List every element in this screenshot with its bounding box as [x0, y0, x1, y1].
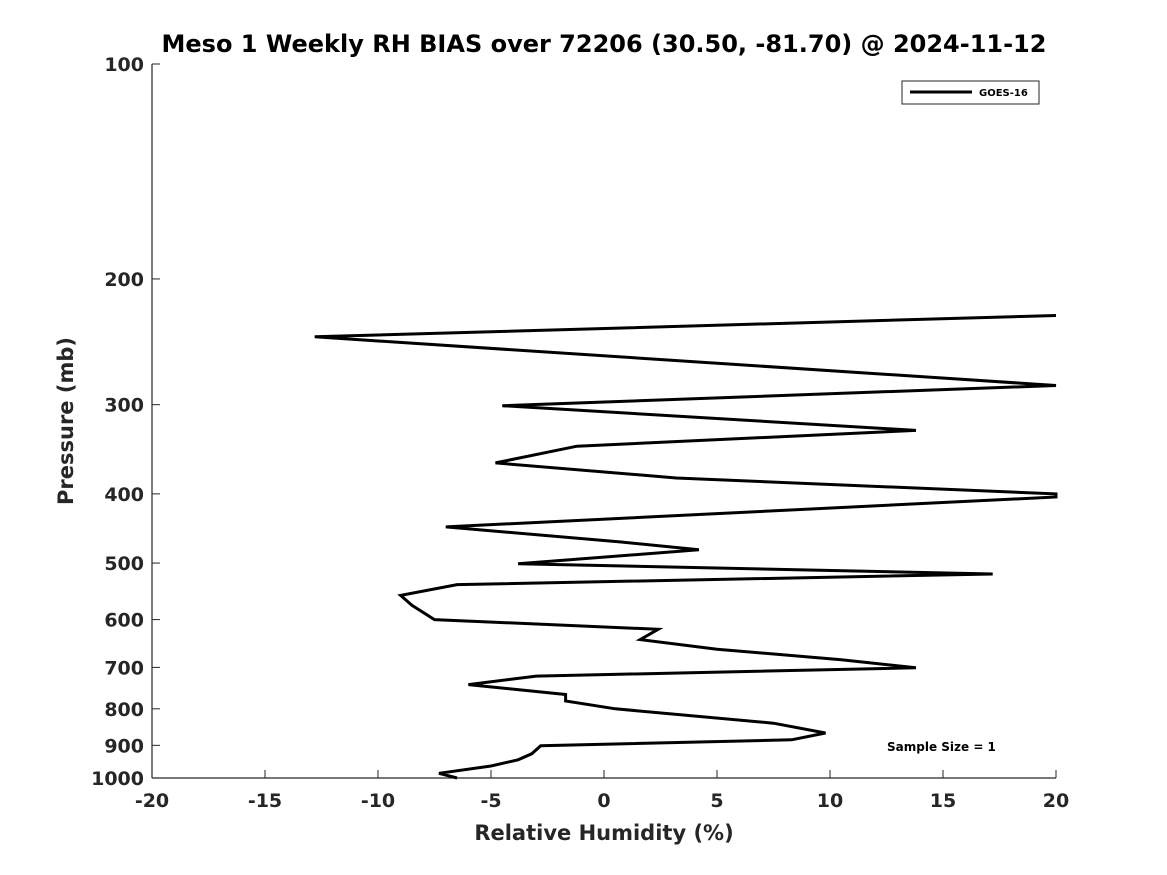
x-tick-label: 0: [597, 790, 610, 812]
x-tick-label: 20: [1043, 790, 1069, 812]
chart-title: Meso 1 Weekly RH BIAS over 72206 (30.50,…: [162, 30, 1047, 58]
x-tick-label: 15: [930, 790, 956, 812]
sample-size-annotation: Sample Size = 1: [887, 740, 996, 754]
y-tick-label: 500: [104, 553, 144, 575]
y-tick-label: 600: [104, 610, 144, 632]
x-tick-label: 5: [710, 790, 723, 812]
legend-label: GOES-16: [979, 88, 1028, 99]
y-ticks: 100 200 300 400 500 600 700 800 900 1000: [91, 54, 160, 790]
y-axis-label: Pressure (mb): [54, 337, 78, 505]
y-tick-label: 900: [104, 735, 144, 757]
x-tick-label: -15: [248, 790, 282, 812]
x-axis-label: Relative Humidity (%): [474, 821, 733, 845]
legend: GOES-16: [901, 80, 1040, 105]
x-tick-label: -5: [480, 790, 501, 812]
y-tick-label: 300: [104, 395, 144, 417]
x-ticks: -20 -15 -10 -5 0 5 10 15 20: [135, 770, 1069, 812]
y-tick-label: 400: [104, 484, 144, 506]
y-tick-label: 100: [104, 54, 144, 76]
x-tick-label: -20: [135, 790, 169, 812]
y-tick-label: 1000: [91, 768, 144, 790]
series-line-goes-16: [314, 314, 1058, 780]
y-tick-label: 800: [104, 699, 144, 721]
x-tick-label: -10: [361, 790, 395, 812]
series-layer: [314, 314, 1058, 780]
y-tick-label: 700: [104, 657, 144, 679]
x-tick-label: 10: [817, 790, 843, 812]
y-tick-label: 200: [104, 269, 144, 291]
axes: [151, 64, 1056, 779]
